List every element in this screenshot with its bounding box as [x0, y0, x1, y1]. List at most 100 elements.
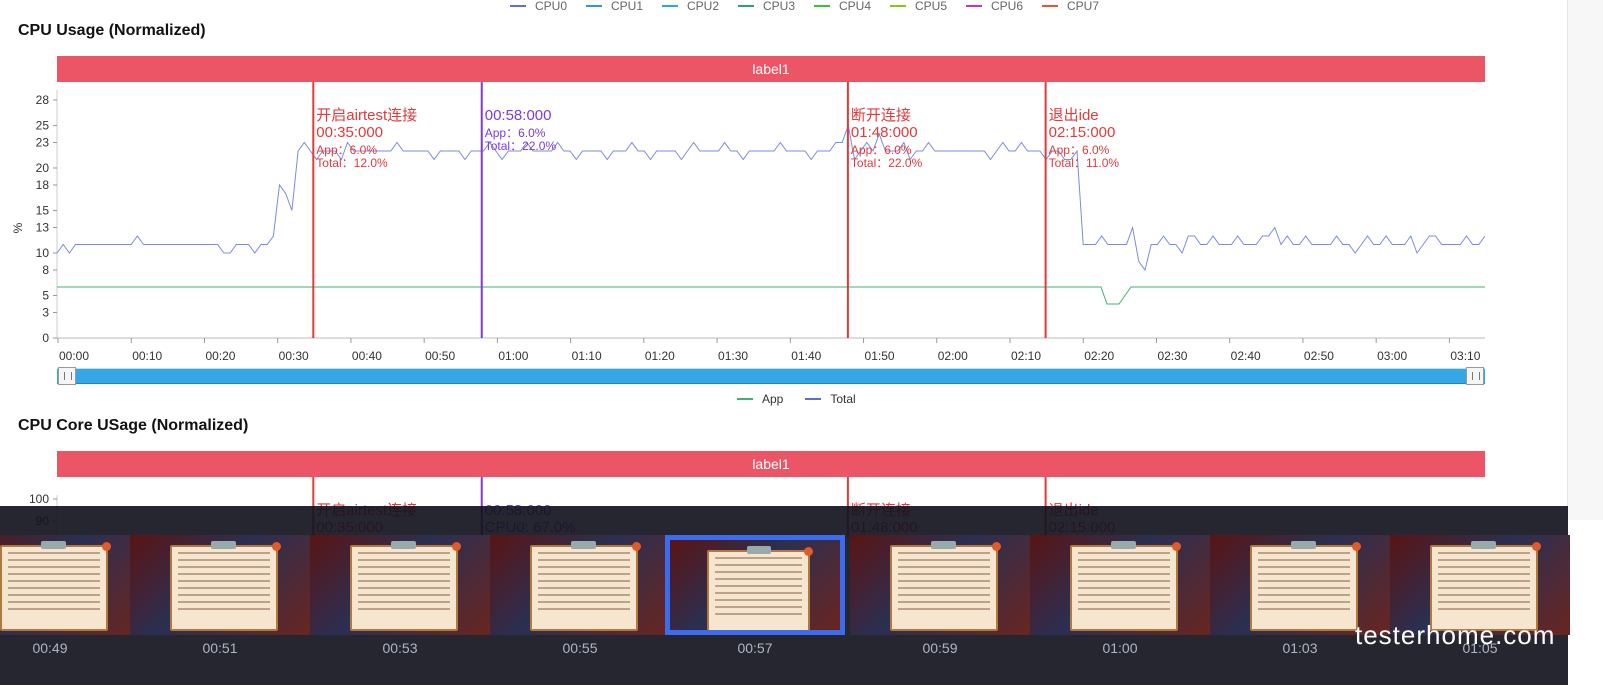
legend-item-cpu0[interactable]: CPU0	[510, 0, 586, 13]
marker-label: App：6.0%	[851, 143, 912, 157]
legend-item-cpu5[interactable]: CPU5	[890, 0, 966, 13]
legend-swatch	[738, 5, 754, 7]
marker-label: 01:48:000	[851, 124, 918, 141]
x-tick-label: 01:30	[718, 349, 748, 363]
legend-label: CPU3	[763, 0, 796, 13]
marker-label: Total：12.0%	[316, 156, 388, 170]
y-tick-label: 100	[29, 492, 49, 506]
y-tick-label: 3	[42, 306, 49, 320]
range-start-handle[interactable]	[58, 367, 76, 385]
legend-swatch	[805, 398, 822, 400]
x-tick-label: 02:00	[938, 349, 968, 363]
legend-item-cpu3[interactable]: CPU3	[738, 0, 814, 13]
legend-item-app[interactable]: App	[737, 392, 783, 406]
marker-label: 00:35:000	[316, 124, 383, 141]
screenshot-thumbnail[interactable]	[310, 535, 490, 635]
legend-swatch	[737, 398, 753, 400]
time-range-slider[interactable]	[57, 368, 1485, 384]
cpu-core-usage-title: CPU Core USage (Normalized)	[18, 417, 249, 434]
legend-item-cpu6[interactable]: CPU6	[966, 0, 1042, 13]
thumbnail-time: 00:51	[202, 640, 238, 656]
legend-item-cpu2[interactable]: CPU2	[662, 0, 738, 13]
legend-item-cpu4[interactable]: CPU4	[814, 0, 890, 13]
y-tick-label: 18	[36, 178, 50, 192]
screenshot-thumbnail[interactable]	[1210, 535, 1390, 635]
marker-label: 00:58:000	[485, 107, 552, 124]
x-tick-label: 01:00	[498, 349, 528, 363]
range-end-handle[interactable]	[1466, 367, 1484, 385]
screenshot-thumbnail[interactable]	[665, 535, 845, 635]
legend-label: CPU1	[611, 0, 644, 13]
x-tick-label: 00:50	[425, 349, 455, 363]
legend-label: App	[762, 392, 784, 406]
screenshot-thumbnail[interactable]	[490, 535, 670, 635]
label-bar-2: label1	[57, 451, 1485, 477]
x-tick-label: 01:50	[865, 349, 895, 363]
legend-swatch	[662, 5, 678, 7]
thumbnail-time: 00:59	[922, 640, 958, 656]
legend-label: CPU6	[991, 0, 1024, 13]
marker-label: 退出ide	[1049, 107, 1099, 124]
cpu-usage-title: CPU Usage (Normalized)	[18, 22, 206, 39]
marker-label: 开启airtest连接	[316, 107, 417, 124]
y-tick-label: 23	[36, 136, 50, 150]
marker-label: App：6.0%	[316, 143, 377, 157]
screenshot-thumbnail[interactable]	[1390, 535, 1570, 635]
thumbnail-time: 01:05	[1462, 640, 1498, 656]
legend-item-cpu7[interactable]: CPU7	[1042, 0, 1118, 13]
screenshot-thumbnail[interactable]	[1030, 535, 1210, 635]
y-tick-label: 5	[42, 289, 49, 303]
y-tick-label: 15	[36, 204, 50, 218]
x-tick-label: 02:50	[1304, 349, 1334, 363]
cpu-core-legend: CPU0 CPU1 CPU2 CPU3 CPU4 CPU5 CPU6 CPU7	[510, 0, 1118, 13]
series-line-app	[57, 286, 1485, 305]
x-tick-label: 01:20	[645, 349, 675, 363]
screenshot-thumbnail[interactable]	[850, 535, 1030, 635]
screenshot-thumbnail[interactable]	[130, 535, 310, 635]
cpu-usage-chart: 0 3 5 8 10 13 15 18 20 23 25 28% 00:00 00:10 00:20 00:3…	[11, 82, 1486, 363]
x-tick-label: 03:10	[1450, 349, 1480, 363]
x-tick-label: 02:20	[1084, 349, 1114, 363]
x-tick-label: 00:20	[205, 349, 235, 363]
marker-label: 断开连接	[851, 107, 911, 124]
marker-label: Total：22.0%	[485, 139, 557, 153]
series-line-total	[56, 123, 1486, 272]
legend-swatch	[586, 5, 602, 7]
y-tick-label: 20	[36, 161, 50, 175]
legend-label: CPU4	[839, 0, 872, 13]
x-tick-label: 02:30	[1157, 349, 1187, 363]
legend-swatch	[966, 5, 982, 7]
x-tick-label: 00:30	[279, 349, 309, 363]
legend-label: CPU5	[915, 0, 948, 13]
x-tick-label: 03:00	[1377, 349, 1407, 363]
vertical-scrollbar[interactable]	[1567, 0, 1603, 520]
watermark: testerhome.com	[1355, 620, 1556, 650]
x-tick-label: 02:40	[1231, 349, 1261, 363]
legend-swatch	[814, 5, 830, 7]
legend-item-total[interactable]: Total	[805, 392, 856, 406]
y-tick-label: 28	[36, 93, 50, 107]
screenshot-thumbnail[interactable]	[0, 535, 140, 635]
y-axis-label: %	[11, 222, 25, 233]
legend-item-cpu1[interactable]: CPU1	[586, 0, 662, 13]
thumbnail-time: 01:00	[1102, 640, 1138, 656]
legend-swatch	[890, 5, 906, 7]
x-tick-label: 00:00	[59, 349, 89, 363]
legend-label: CPU7	[1067, 0, 1100, 13]
y-tick-label: 0	[42, 331, 49, 345]
x-tick-label: 00:10	[132, 349, 162, 363]
legend-label: Total	[830, 392, 856, 406]
thumbnail-time: 00:55	[562, 640, 598, 656]
x-tick-label: 01:10	[572, 349, 602, 363]
x-tick-label: 01:40	[791, 349, 821, 363]
label-bar-1: label1	[57, 56, 1485, 82]
legend-label: CPU2	[687, 0, 720, 13]
x-tick-label: 02:10	[1011, 349, 1041, 363]
x-tick-label: 00:40	[352, 349, 382, 363]
marker-label: 02:15:000	[1049, 124, 1116, 141]
marker-label: Total：22.0%	[851, 156, 923, 170]
app-total-legend: App Total	[737, 392, 878, 406]
legend-swatch	[1042, 5, 1058, 7]
y-tick-label: 25	[36, 119, 50, 133]
marker-label: App：6.0%	[1049, 143, 1110, 157]
